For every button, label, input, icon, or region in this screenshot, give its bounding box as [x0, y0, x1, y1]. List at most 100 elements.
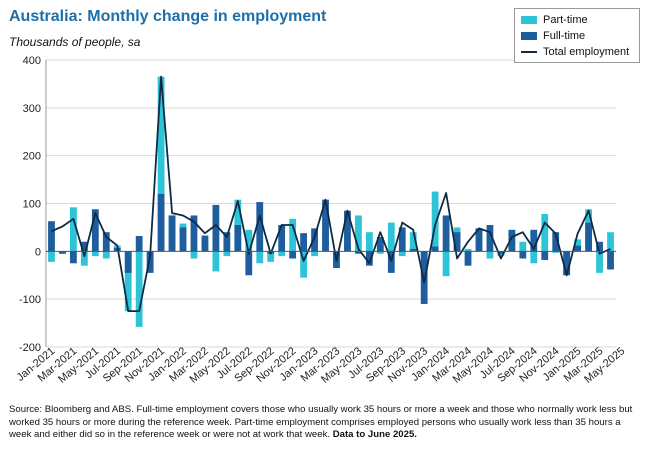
full-time-bar	[344, 210, 351, 252]
part-time-bar	[135, 251, 143, 327]
full-time-bar	[190, 215, 198, 252]
legend-item-part-time: Part-time	[521, 12, 633, 28]
y-tick-label: 400	[23, 55, 41, 67]
axes: -200-1000100200300400Jan-2021Mar-2021May…	[15, 55, 628, 386]
legend-swatch-part-time	[521, 16, 537, 24]
part-time-bar	[497, 251, 505, 257]
full-time-bar	[278, 225, 286, 252]
part-time-bar	[300, 251, 307, 278]
full-time-bar	[124, 251, 132, 273]
full-time-bar	[157, 193, 165, 252]
full-time-bar	[585, 222, 592, 252]
full-time-bar	[80, 241, 88, 252]
part-time-bar	[431, 191, 439, 252]
part-time-bar	[387, 222, 395, 252]
part-time-bar	[289, 218, 297, 252]
full-time-bar	[289, 251, 297, 259]
legend-swatch-full-time	[521, 32, 537, 40]
full-time-bar	[48, 221, 55, 252]
full-time-bar	[486, 225, 494, 252]
y-tick-label: 0	[35, 246, 41, 258]
footnote-text: Source: Bloomberg and ABS. Full-time emp…	[9, 404, 633, 441]
full-time-bar	[475, 228, 483, 252]
full-time-bar	[376, 236, 384, 252]
full-time-bar	[563, 251, 571, 276]
y-tick-label: 100	[23, 199, 41, 211]
part-time-bar	[442, 251, 450, 277]
part-time-bar	[212, 251, 220, 272]
full-time-bar	[146, 251, 154, 273]
full-time-bar	[256, 202, 264, 252]
part-time-bar	[267, 251, 275, 262]
full-time-bar	[234, 225, 242, 252]
full-time-bar	[453, 232, 461, 252]
employment-chart: -200-1000100200300400Jan-2021Mar-2021May…	[15, 55, 628, 386]
part-time-bar	[48, 251, 55, 262]
chart-title: Australia: Monthly change in employment	[9, 8, 327, 25]
chart-subtitle: Thousands of people, sa	[9, 35, 141, 49]
full-time-bar	[519, 251, 527, 259]
full-time-bars	[48, 193, 614, 304]
part-time-bar	[519, 241, 527, 252]
full-time-bar	[322, 199, 329, 252]
full-time-bar	[355, 251, 362, 254]
chart-legend: Part-time Full-time Total employment	[514, 8, 640, 63]
legend-item-total: Total employment	[521, 44, 633, 60]
full-time-bar	[574, 245, 582, 252]
footnote: Source: Bloomberg and ABS. Full-time emp…	[9, 404, 643, 442]
part-time-bar	[574, 239, 582, 252]
y-tick-label: -200	[19, 342, 41, 354]
part-time-bar	[190, 251, 198, 259]
full-time-bar	[398, 227, 406, 252]
full-time-bar	[365, 251, 373, 266]
full-time-bar	[464, 251, 472, 266]
full-time-bar	[102, 232, 110, 252]
part-time-bar	[157, 76, 165, 252]
y-tick-label: 300	[23, 103, 41, 115]
legend-label-part-time: Part-time	[543, 14, 588, 26]
part-time-bar	[530, 251, 538, 264]
part-time-bar	[355, 215, 362, 252]
y-tick-label: -100	[19, 294, 41, 306]
part-time-bars	[48, 76, 614, 327]
y-tick-label: 200	[23, 151, 41, 163]
part-time-bar	[552, 251, 560, 253]
full-time-bar	[541, 251, 549, 260]
legend-label-total: Total employment	[543, 46, 630, 58]
part-time-bar	[256, 251, 264, 264]
part-time-bar	[102, 251, 110, 259]
part-time-bar	[607, 232, 614, 252]
full-time-bar	[420, 251, 428, 304]
full-time-bar	[552, 232, 560, 252]
part-time-bar	[278, 251, 286, 257]
full-time-bar	[179, 227, 187, 252]
legend-item-full-time: Full-time	[521, 28, 633, 44]
part-time-bar	[245, 229, 253, 252]
part-time-bar	[223, 251, 231, 257]
full-time-bar	[530, 229, 538, 252]
full-time-bar	[70, 251, 77, 264]
full-time-bar	[300, 233, 307, 252]
footnote-data-date: Data to June 2025.	[332, 429, 417, 441]
part-time-bar	[365, 232, 373, 252]
full-time-bar	[508, 229, 516, 252]
full-time-bar	[59, 251, 66, 254]
full-time-bar	[442, 215, 450, 252]
full-time-bar	[387, 251, 395, 273]
full-time-bar	[596, 241, 603, 252]
part-time-bar	[70, 207, 77, 252]
full-time-bar	[607, 251, 614, 270]
part-time-bar	[80, 251, 88, 266]
part-time-bar	[124, 251, 132, 312]
full-time-bar	[212, 204, 220, 252]
full-time-bar	[201, 235, 209, 252]
full-time-bar	[168, 215, 176, 252]
full-time-bar	[409, 248, 417, 252]
full-time-bar	[223, 232, 231, 252]
full-time-bar	[311, 228, 318, 252]
full-time-bar	[91, 209, 99, 252]
full-time-bar	[135, 236, 143, 252]
legend-label-full-time: Full-time	[543, 30, 586, 42]
part-time-bar	[409, 232, 417, 252]
part-time-bar	[376, 251, 384, 254]
